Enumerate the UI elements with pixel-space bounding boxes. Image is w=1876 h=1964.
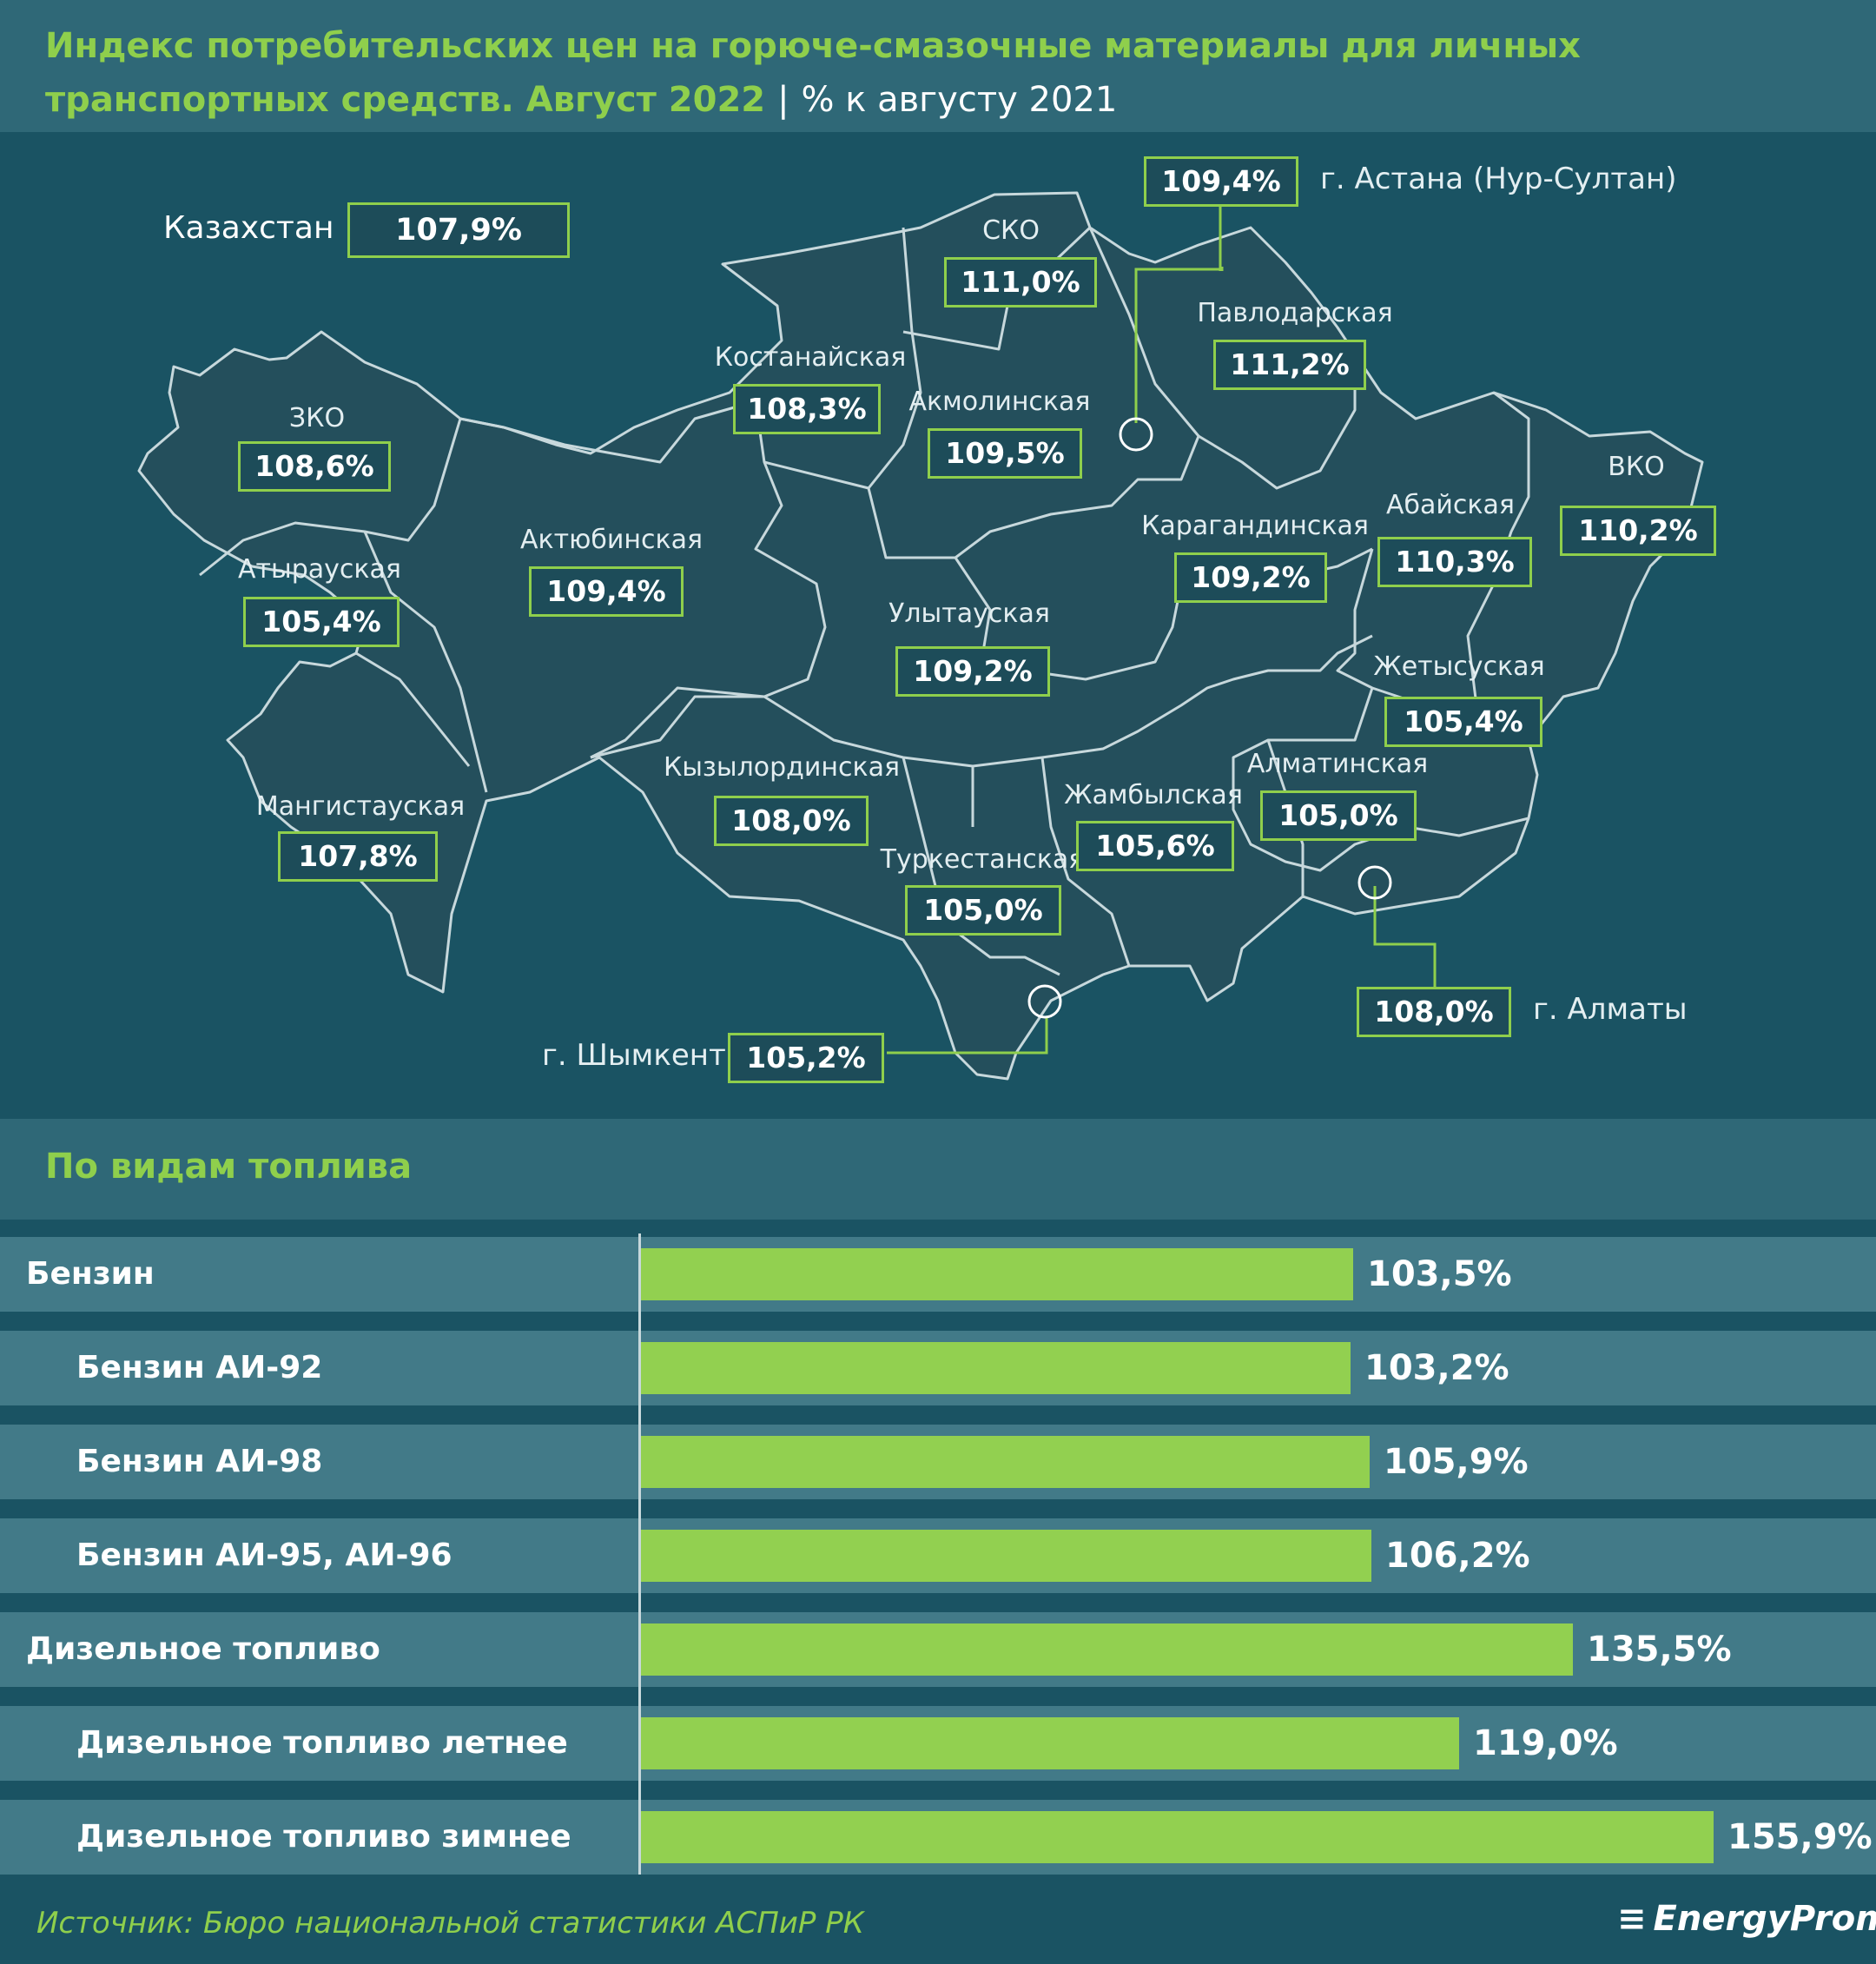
bar: [640, 1436, 1370, 1488]
city-value-almaty: 108,0%: [1357, 987, 1511, 1037]
bar-value-label: 103,5%: [1367, 1254, 1512, 1294]
border-mangistau: [355, 651, 471, 767]
almaty-callout: [1373, 886, 1437, 988]
astana-marker: [1119, 417, 1153, 452]
bar-category-label: Дизельное топливо зимнее: [76, 1819, 571, 1855]
shymkent-marker: [1027, 984, 1062, 1019]
bar-category-label: Бензин АИ-92: [76, 1350, 323, 1385]
bar-category-label: Бензин: [26, 1256, 155, 1292]
region-name-vko: ВКО: [1608, 452, 1665, 482]
region-value-zhetysu: 105,4%: [1384, 697, 1542, 747]
region-name-kostanay: Костанайская: [714, 342, 907, 373]
fuel-section-band: [0, 1119, 1876, 1220]
region-name-turkestan: Туркестанская: [880, 844, 1085, 875]
region-name-abay: Абайская: [1386, 490, 1515, 520]
kazakhstan-map: [137, 191, 1704, 1081]
border-karaganda: [763, 634, 1373, 768]
region-value-akmola: 109,5%: [928, 428, 1082, 479]
energyprom-logo: ≡ EnergyProm: [1617, 1899, 1876, 1939]
bar: [640, 1248, 1353, 1300]
logo-icon: ≡: [1617, 1899, 1647, 1939]
region-name-akmola: Акмолинская: [908, 387, 1091, 417]
city-value-shymkent: 105,2%: [728, 1033, 884, 1083]
region-value-abay: 110,3%: [1377, 537, 1532, 587]
bar: [640, 1342, 1351, 1394]
region-value-zhambyl: 105,6%: [1076, 821, 1234, 871]
border-pavlodar: [1198, 367, 1357, 490]
page-title: Индекс потребительских цен на горюче-сма…: [45, 19, 1826, 127]
region-name-atyrau: Атырауская: [238, 554, 401, 585]
border-kyzylorda: [590, 695, 764, 759]
region-value-turkestan: 105,0%: [905, 885, 1061, 936]
region-name-zhetysu: Жетысуская: [1373, 651, 1545, 682]
city-name-shymkent: г. Шымкент: [542, 1038, 726, 1073]
bar-category-label: Бензин АИ-98: [76, 1444, 323, 1479]
bar-value-label: 106,2%: [1385, 1536, 1530, 1576]
region-name-kyzylorda: Кызылординская: [663, 752, 901, 783]
region-value-zko: 108,6%: [238, 441, 391, 492]
city-value-astana: 109,4%: [1144, 156, 1298, 207]
source-note: Источник: Бюро национальной статистики А…: [36, 1906, 864, 1941]
header-band: [0, 0, 1876, 132]
region-name-aktobe: Актюбинская: [519, 525, 704, 555]
region-value-mangistau: 107,8%: [278, 831, 438, 882]
astana-callout: [1134, 207, 1222, 423]
region-value-vko: 110,2%: [1560, 506, 1716, 556]
border-aktobe: [459, 400, 827, 759]
region-value-kostanay: 108,3%: [733, 384, 881, 434]
region-name-mangistau: Мангистауская: [255, 791, 466, 822]
region-name-ulytau: Улытауская: [888, 598, 1050, 629]
region-name-karaganda: Карагандинская: [1141, 511, 1369, 541]
border-akmola: [867, 227, 1200, 559]
title-subtitle: % к августу 2021: [801, 80, 1118, 120]
kazakhstan-value: 107,9%: [347, 202, 570, 258]
bar: [640, 1811, 1714, 1863]
logo-text: EnergyProm: [1653, 1899, 1876, 1939]
bar-category-label: Дизельное топливо: [26, 1631, 380, 1667]
region-name-zhambyl: Жамбылская: [1064, 780, 1243, 810]
region-value-sko: 111,0%: [944, 257, 1097, 307]
border-kostanay: [763, 227, 922, 490]
bar-value-label: 135,5%: [1587, 1630, 1732, 1670]
region-value-atyrau: 105,4%: [243, 597, 400, 647]
region-value-pavlodar: 111,2%: [1213, 340, 1366, 390]
region-value-ulytau: 109,2%: [895, 646, 1050, 697]
bar-category-label: Бензин АИ-95, АИ-96: [76, 1537, 452, 1573]
region-name-pavlodar: Павлодарская: [1197, 298, 1393, 328]
region-name-sko: СКО: [982, 215, 1040, 246]
region-value-aktobe: 109,4%: [529, 566, 684, 617]
chart-axis-line: [638, 1233, 641, 1875]
country-outline: [137, 191, 1704, 1081]
bar-value-label: 103,2%: [1364, 1348, 1509, 1388]
region-value-karaganda: 109,2%: [1174, 552, 1327, 603]
region-value-kyzylorda: 108,0%: [714, 796, 869, 846]
leader-lines: [887, 207, 1437, 1055]
map-area: Казахстан 107,9% ЗКО Атырауская Мангиста…: [0, 132, 1876, 1119]
shymkent-callout: [887, 1018, 1048, 1055]
city-name-almaty: г. Алматы: [1533, 992, 1688, 1027]
bar: [640, 1530, 1371, 1582]
border-zhambyl: [1040, 757, 1131, 967]
bar-category-label: Дизельное топливо летнее: [76, 1725, 568, 1761]
bar-value-label: 155,9%: [1727, 1817, 1873, 1857]
bar: [640, 1623, 1573, 1676]
fuel-section-title: По видам топлива: [45, 1147, 413, 1187]
bar-value-label: 119,0%: [1473, 1723, 1618, 1763]
border-atyrau: [363, 531, 488, 793]
title-separator: |: [777, 80, 789, 120]
kazakhstan-label: Казахстан: [163, 210, 334, 246]
almaty-marker: [1357, 865, 1392, 900]
region-name-almaty-reg: Алматинская: [1246, 749, 1429, 779]
bar-value-label: 105,9%: [1384, 1442, 1529, 1482]
bar: [640, 1717, 1459, 1769]
city-name-astana: г. Астана (Нур-Султан): [1320, 162, 1677, 196]
region-value-almaty-reg: 105,0%: [1260, 790, 1417, 841]
region-name-zko: ЗКО: [288, 403, 346, 433]
title-main: Индекс потребительских цен на горюче-сма…: [45, 26, 1581, 120]
